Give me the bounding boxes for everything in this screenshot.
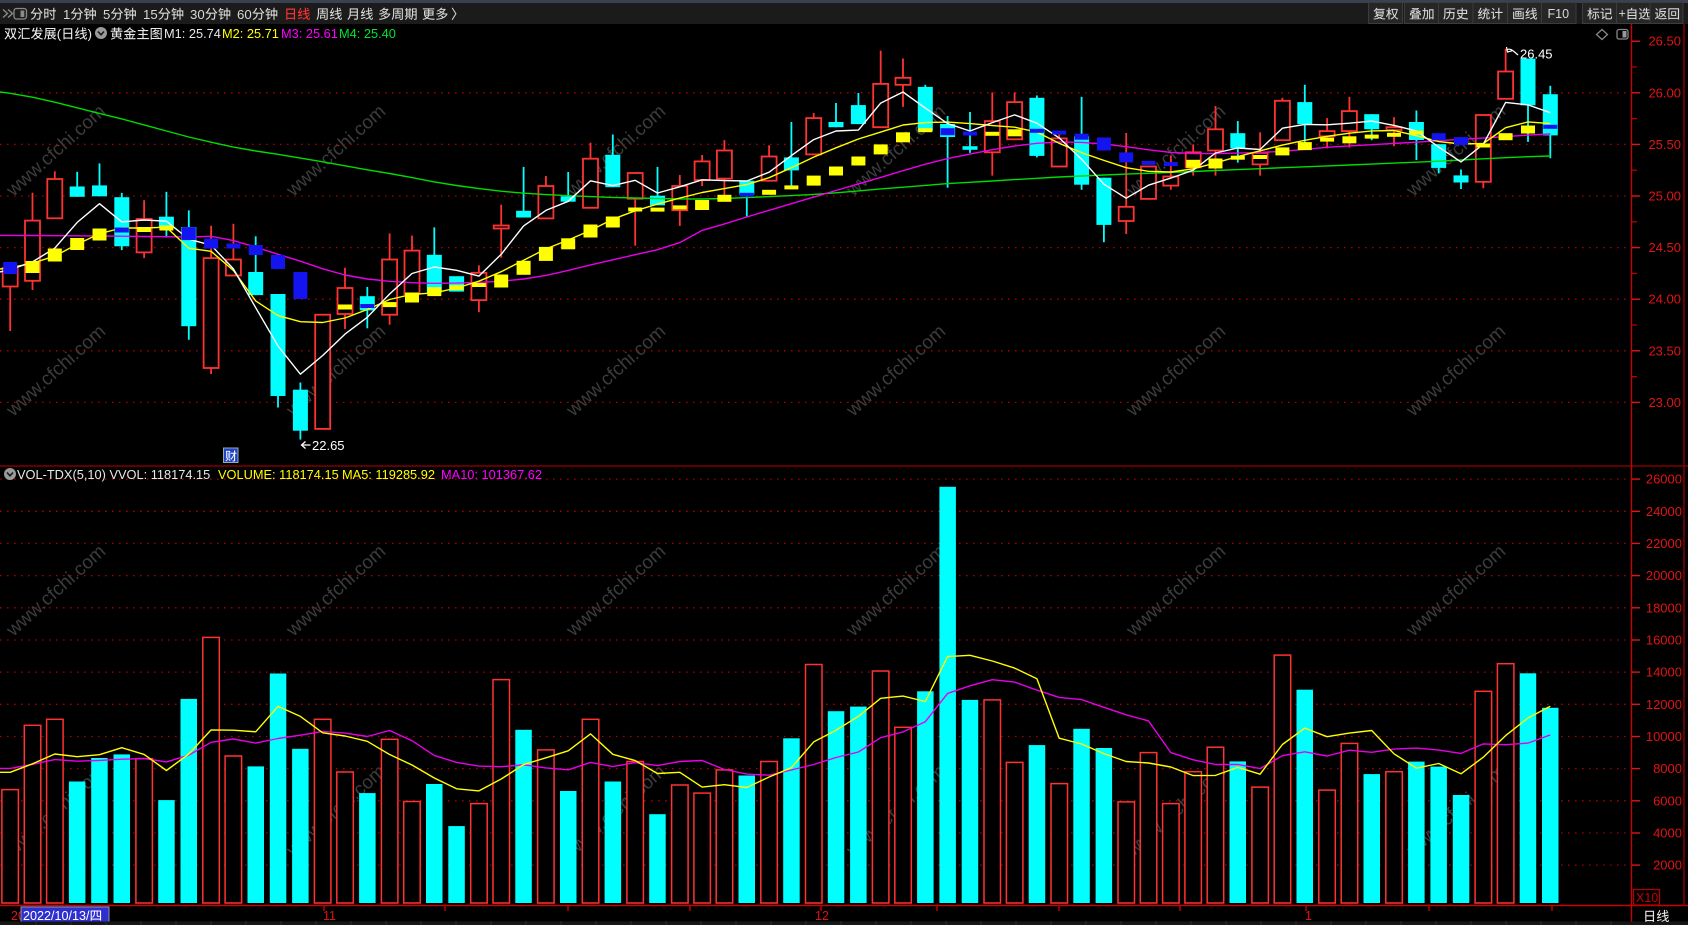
svg-text:18000: 18000 [1646,600,1682,615]
svg-text:14000: 14000 [1646,665,1682,680]
svg-text:30: 30 [190,7,205,22]
svg-text:24000: 24000 [1646,504,1682,519]
svg-text:10000: 10000 [1646,729,1682,744]
svg-text:20000: 20000 [1646,568,1682,583]
svg-text:VOLUME: 118174.15: VOLUME: 118174.15 [218,467,339,482]
svg-text:24.50: 24.50 [1648,240,1681,255]
svg-text:1: 1 [63,7,70,22]
svg-text:X10: X10 [1636,891,1658,905]
svg-text:24.00: 24.00 [1648,292,1681,307]
svg-text:2022/10/13/: 2022/10/13/ [23,909,90,923]
svg-text:12000: 12000 [1646,697,1682,712]
svg-text:F10: F10 [1548,7,1570,21]
svg-text:MA5: 119285.92: MA5: 119285.92 [342,467,435,482]
svg-text:15: 15 [143,7,158,22]
svg-text:M4: 25.40: M4: 25.40 [339,26,396,41]
svg-text:+: + [1619,7,1626,21]
svg-text:1: 1 [1305,909,1312,923]
svg-text:26.45: 26.45 [1520,47,1553,62]
svg-text:25.50: 25.50 [1648,137,1681,152]
svg-text:12: 12 [815,909,829,923]
svg-text:6000: 6000 [1653,793,1682,808]
svg-text:22.65: 22.65 [312,438,345,453]
svg-text:26.50: 26.50 [1648,34,1681,49]
svg-text:): ) [88,27,92,42]
svg-text:8000: 8000 [1653,761,1682,776]
svg-text:2000: 2000 [1653,858,1682,873]
svg-text:MA10: 101367.62: MA10: 101367.62 [441,467,542,482]
svg-text:M2: 25.71: M2: 25.71 [222,26,279,41]
svg-text:16000: 16000 [1646,633,1682,648]
svg-text:60: 60 [237,7,252,22]
svg-text:5: 5 [103,7,110,22]
svg-text:26000: 26000 [1646,472,1682,487]
svg-text:VOL-TDX(5,10) VVOL: 118174.15: VOL-TDX(5,10) VVOL: 118174.15 [17,467,210,482]
svg-text:23.50: 23.50 [1648,343,1681,358]
svg-text:M3: 25.61: M3: 25.61 [281,26,338,41]
svg-text:4000: 4000 [1653,826,1682,841]
svg-text:M1: 25.74: M1: 25.74 [164,26,221,41]
svg-text:23.00: 23.00 [1648,395,1681,410]
svg-text:26.00: 26.00 [1648,85,1681,100]
svg-text:22000: 22000 [1646,536,1682,551]
svg-text:(: ( [57,27,62,42]
svg-text:11: 11 [323,909,336,923]
svg-text:25.00: 25.00 [1648,189,1681,204]
